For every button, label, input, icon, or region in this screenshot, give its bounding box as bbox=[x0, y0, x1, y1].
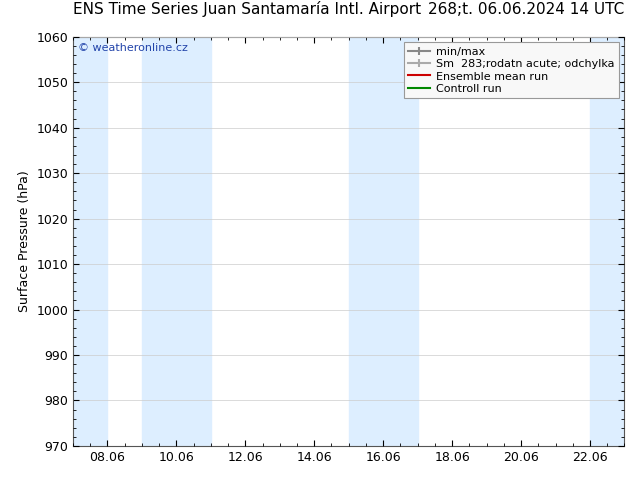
Bar bbox=[73, 37, 107, 446]
Bar bbox=[349, 37, 418, 446]
Bar bbox=[590, 37, 624, 446]
Bar bbox=[142, 37, 210, 446]
Legend: min/max, Sm  283;rodatn acute; odchylka, Ensemble mean run, Controll run: min/max, Sm 283;rodatn acute; odchylka, … bbox=[404, 42, 619, 98]
Y-axis label: Surface Pressure (hPa): Surface Pressure (hPa) bbox=[18, 171, 30, 312]
Text: © weatheronline.cz: © weatheronline.cz bbox=[79, 43, 188, 53]
Text: 268;t. 06.06.2024 14 UTC: 268;t. 06.06.2024 14 UTC bbox=[428, 2, 624, 17]
Text: ENS Time Series Juan Santamaría Intl. Airport: ENS Time Series Juan Santamaría Intl. Ai… bbox=[73, 1, 421, 17]
